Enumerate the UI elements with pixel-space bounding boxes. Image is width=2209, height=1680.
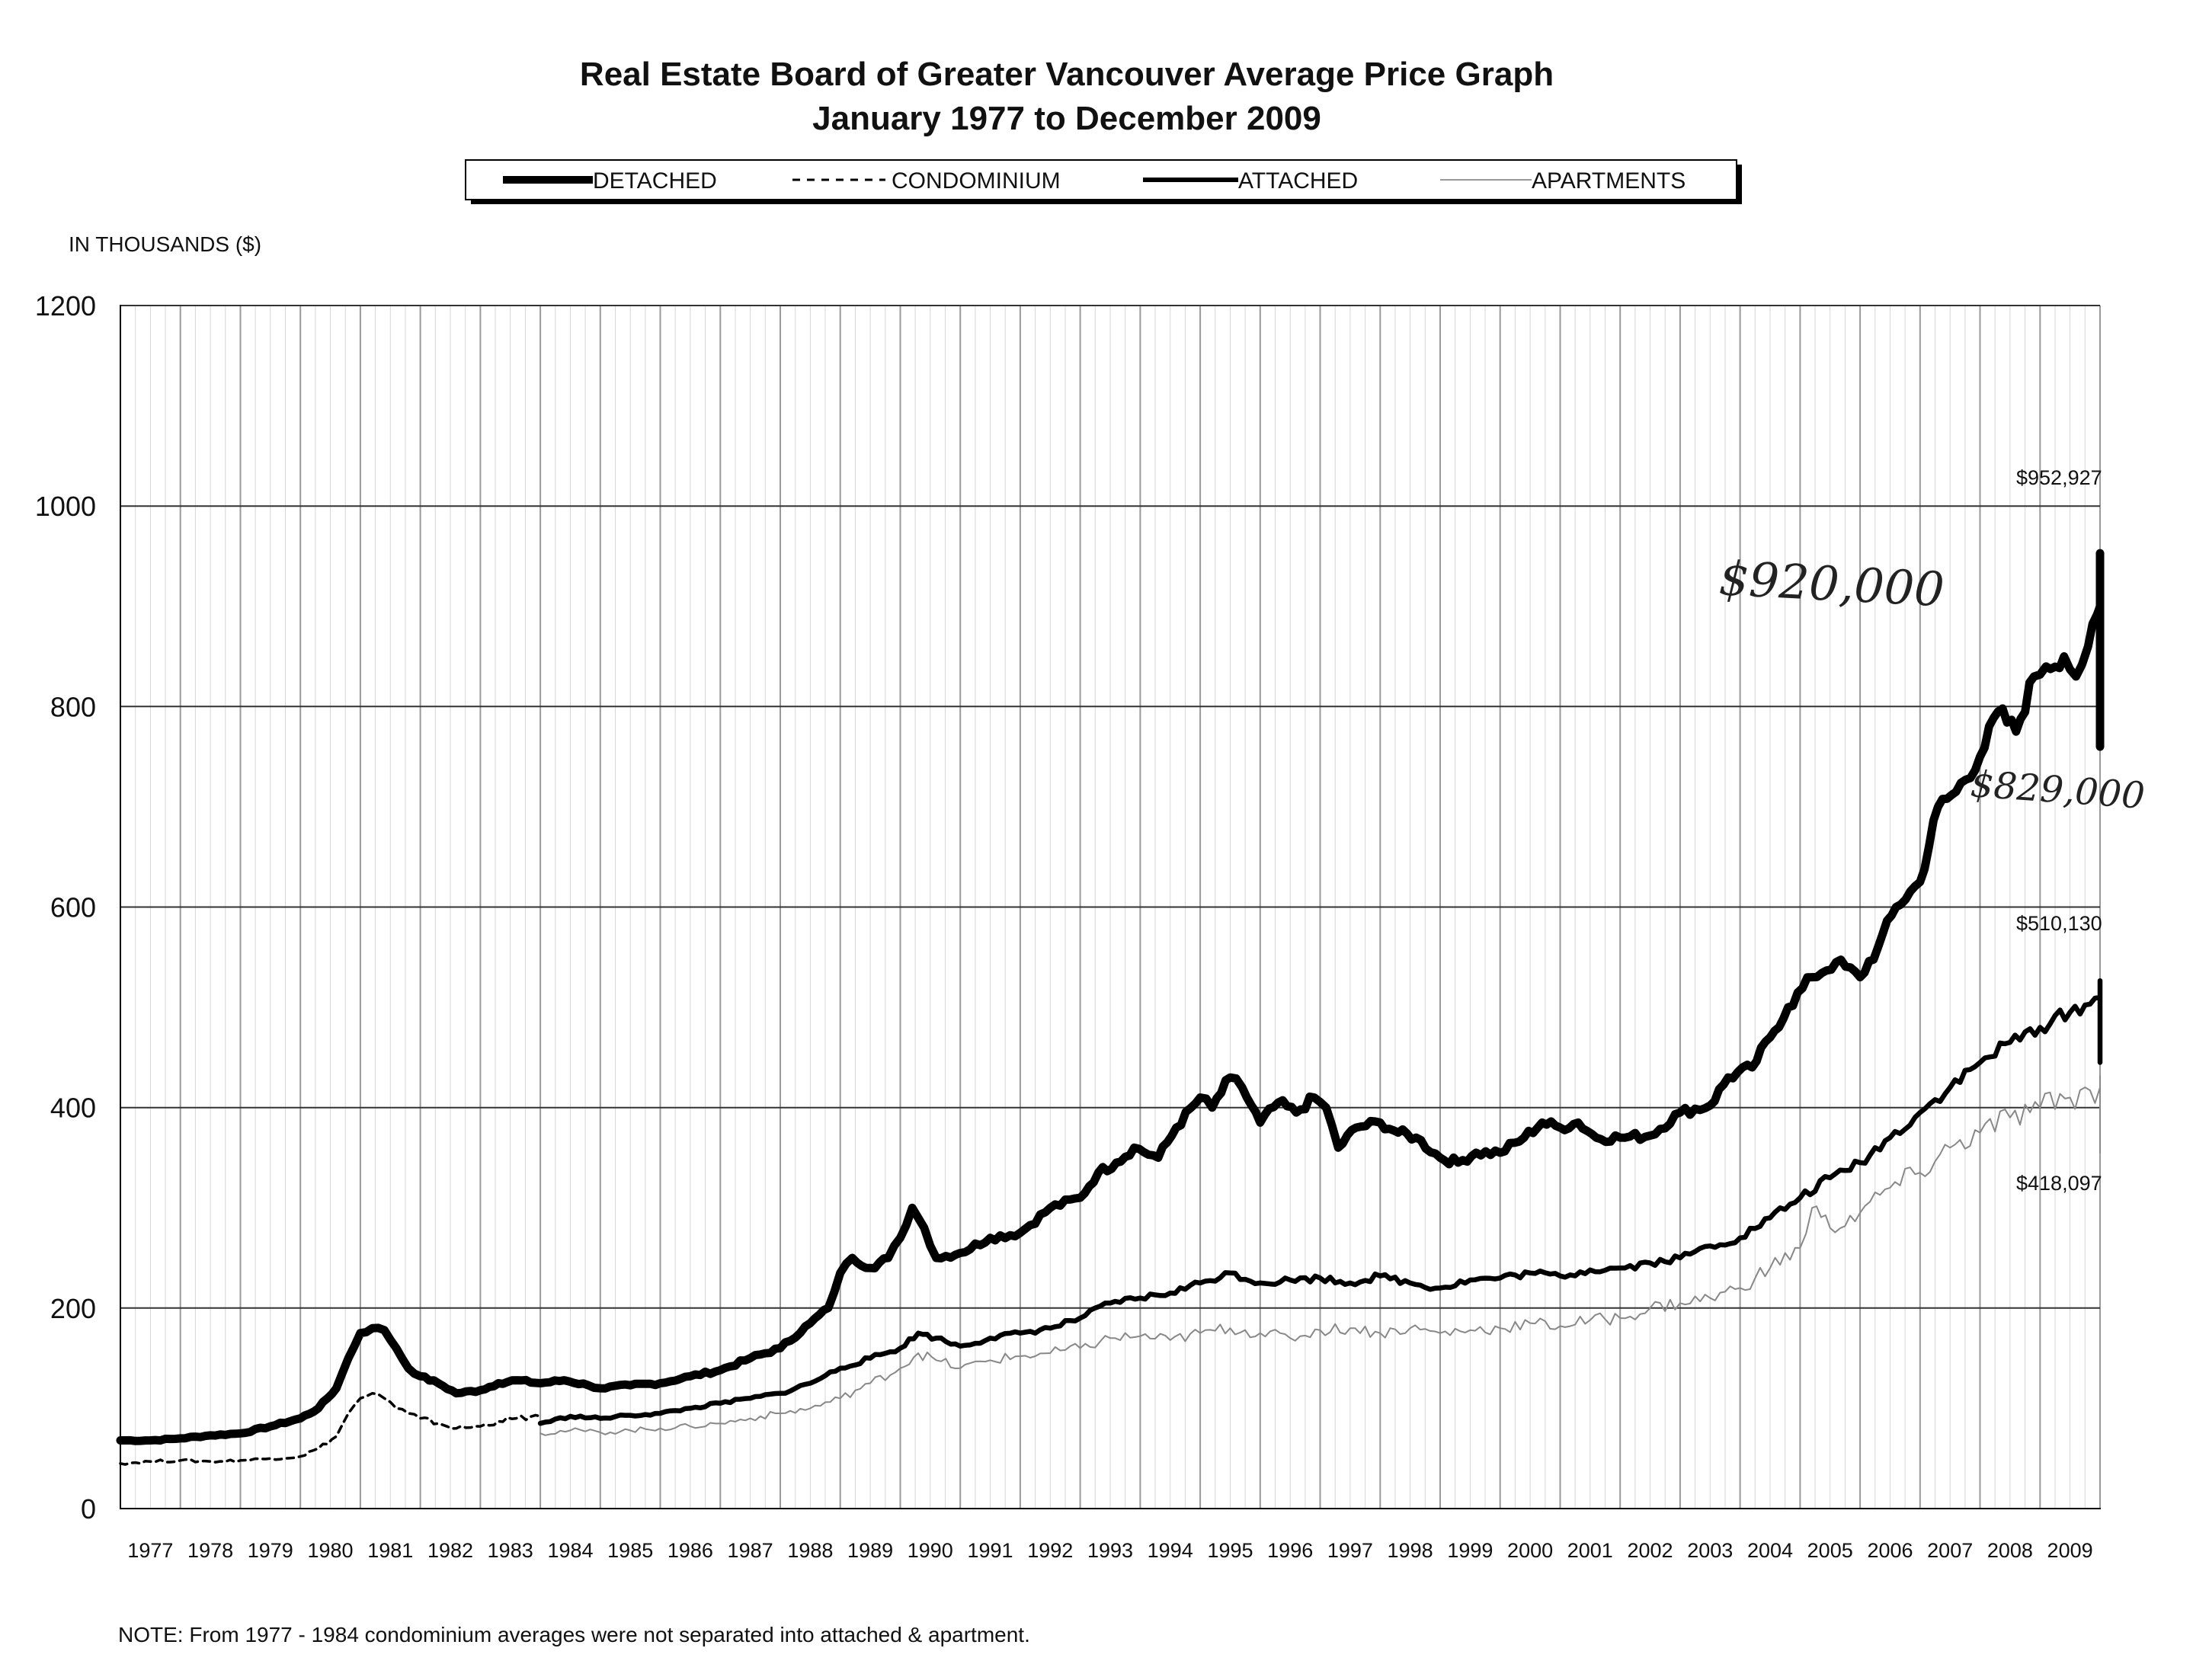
x-tick-label: 2008 <box>1987 1539 2033 1562</box>
x-tick-label: 2001 <box>1567 1539 1613 1562</box>
plot-frame-bottom <box>120 1508 2101 1509</box>
footnote: NOTE: From 1977 - 1984 condominium avera… <box>118 1623 1030 1646</box>
x-tick-label: 2004 <box>1747 1539 1793 1562</box>
x-tick-label: 1983 <box>488 1539 533 1562</box>
x-tick-label: 1979 <box>248 1539 293 1562</box>
x-tick-label: 1981 <box>367 1539 413 1562</box>
x-tick-label: 2007 <box>1927 1539 1973 1562</box>
detached-end-label: $952,927 <box>2016 466 2102 489</box>
x-tick-label: 1985 <box>607 1539 653 1562</box>
x-tick-label: 1988 <box>787 1539 833 1562</box>
x-tick-label: 1990 <box>908 1539 953 1562</box>
handwritten-peak: $920,000 <box>1718 550 1945 617</box>
series-line-apartments <box>539 1075 2101 1436</box>
x-tick-label: 2009 <box>2047 1539 2093 1562</box>
x-tick-labels: 1977 1978 1979 1980 1981 1982 1983 1984 1985 1986… <box>127 1539 2092 1562</box>
attached-end-label: $510,130 <box>2016 912 2102 935</box>
horizontal-gridlines <box>120 305 2100 1309</box>
x-tick-label: 1998 <box>1388 1539 1433 1562</box>
x-tick-label: 1987 <box>728 1539 773 1562</box>
legend-label-condominium: CONDOMINIUM <box>892 168 1061 194</box>
x-tick-label: 1994 <box>1148 1539 1193 1562</box>
x-tick-label: 2002 <box>1627 1539 1673 1562</box>
y-tick-label: 0 <box>81 1493 96 1525</box>
y-tick-labels: 0 200 400 600 800 1000 1200 <box>35 290 96 1525</box>
x-tick-label: 2006 <box>1867 1539 1913 1562</box>
y-tick-label: 1000 <box>35 491 96 522</box>
x-tick-label: 1989 <box>847 1539 893 1562</box>
plot-frame-left <box>120 305 121 1509</box>
y-tick-label: 800 <box>50 691 96 722</box>
x-tick-label: 1993 <box>1087 1539 1133 1562</box>
handwritten-recent: $829,000 <box>1969 763 2146 818</box>
chart-title-line1: Real Estate Board of Greater Vancouver A… <box>580 56 1554 93</box>
x-tick-label: 1986 <box>668 1539 713 1562</box>
x-tick-label: 1999 <box>1447 1539 1493 1562</box>
legend-label-apartments: APARTMENTS <box>1532 168 1686 194</box>
legend: DETACHED CONDOMINIUM ATTACHED APARTMENTS <box>465 159 1742 204</box>
legend-label-detached: DETACHED <box>593 168 717 194</box>
x-tick-label: 1980 <box>307 1539 353 1562</box>
x-tick-label: 2000 <box>1507 1539 1553 1562</box>
x-tick-label: 1996 <box>1267 1539 1313 1562</box>
y-tick-label: 400 <box>50 1093 96 1124</box>
x-tick-label: 1991 <box>967 1539 1013 1562</box>
y-tick-label: 200 <box>50 1293 96 1324</box>
x-tick-label: 1995 <box>1207 1539 1253 1562</box>
series-layer <box>116 549 2105 1466</box>
legend-label-attached: ATTACHED <box>1238 168 1358 194</box>
x-tick-label: 1984 <box>547 1539 593 1562</box>
series-line-attached <box>537 978 2103 1426</box>
y-axis-label: IN THOUSANDS ($) <box>69 232 261 256</box>
x-tick-label: 2005 <box>1807 1539 1853 1562</box>
y-tick-label: 600 <box>50 892 96 923</box>
x-tick-label: 1978 <box>187 1539 233 1562</box>
series-line-condominium <box>119 1391 542 1466</box>
x-tick-label: 1982 <box>427 1539 473 1562</box>
x-tick-label: 2003 <box>1687 1539 1733 1562</box>
x-tick-label: 1992 <box>1027 1539 1073 1562</box>
x-tick-label: 1977 <box>127 1539 173 1562</box>
apartments-end-label: $418,097 <box>2016 1172 2102 1195</box>
series-line-detached <box>116 549 2105 1445</box>
x-tick-label: 1997 <box>1327 1539 1373 1562</box>
chart-title-line2: January 1977 to December 2009 <box>812 100 1321 137</box>
y-tick-label: 1200 <box>35 290 96 322</box>
